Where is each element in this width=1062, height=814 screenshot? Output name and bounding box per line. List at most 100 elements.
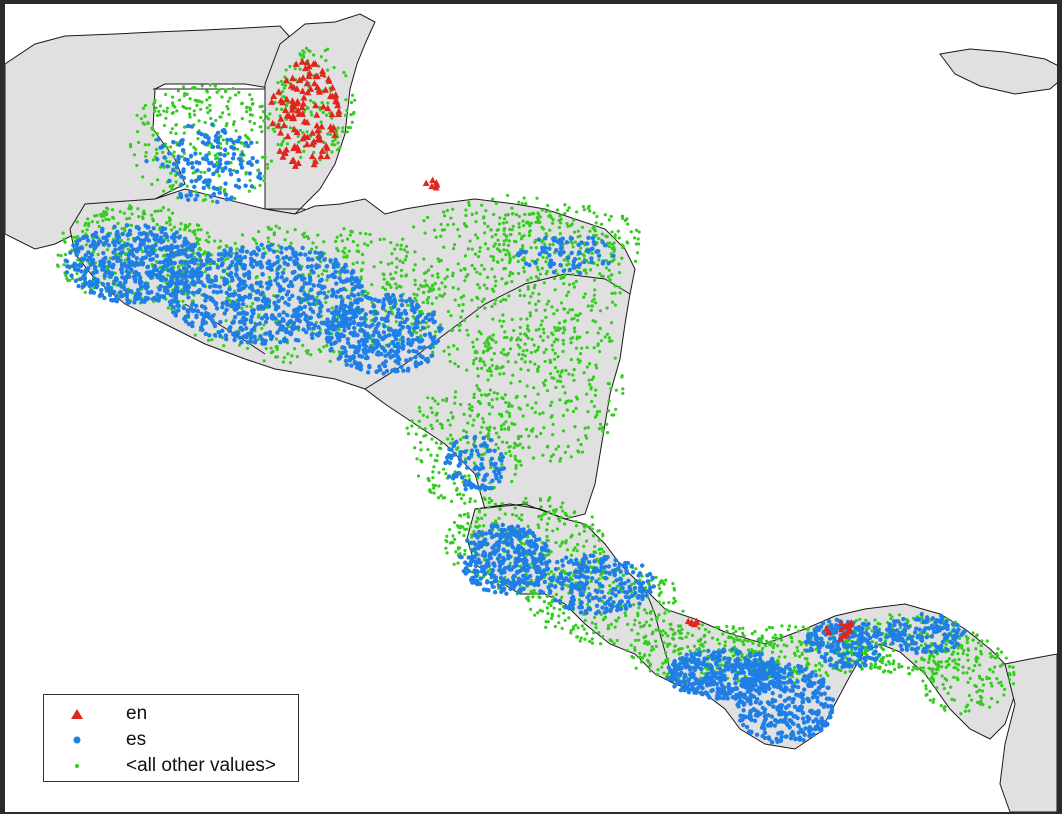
point-es [196,251,201,256]
point-other [977,688,982,692]
point-other [196,237,200,241]
point-other [483,221,487,225]
point-es [302,276,307,281]
point-other [475,337,479,341]
point-es [313,250,318,255]
point-other [260,326,264,331]
point-other [386,262,391,266]
point-other [507,261,512,265]
point-other [440,294,445,298]
point-es [242,254,248,260]
point-other [545,389,550,393]
point-other [914,660,918,664]
point-es [73,278,79,284]
point-other [501,348,506,352]
point-other [562,282,566,286]
point-other [505,335,509,340]
point-other [633,618,637,622]
point-es [240,302,246,307]
point-es [89,258,95,263]
point-other [532,343,536,347]
point-other [576,542,580,547]
point-other [921,666,925,670]
point-other [797,639,802,644]
point-other [578,335,582,339]
point-other [316,233,320,237]
point-other [536,611,540,615]
point-es [316,314,322,319]
point-other [217,246,221,250]
point-es [290,270,295,275]
point-other [667,600,671,605]
point-es [218,333,223,339]
point-es [92,233,97,238]
point-other [636,611,640,615]
point-other [581,204,586,209]
point-other [757,643,761,648]
point-es [163,277,169,282]
point-other [486,434,491,438]
point-es [286,283,292,289]
point-es [169,269,174,274]
point-other [971,631,975,635]
point-other [398,259,402,263]
point-other [149,213,154,217]
point-other [381,285,385,290]
point-other [731,626,735,630]
point-other [562,611,566,615]
point-es [174,250,179,256]
point-other [338,272,343,276]
point-other [625,649,629,653]
point-other [560,541,564,545]
point-other [604,259,608,263]
point-other [641,624,645,629]
point-other [624,613,628,618]
point-other [232,120,236,124]
map-frame: en es <all other values> [5,4,1057,812]
point-es [178,248,184,254]
point-other [636,632,640,636]
point-other [188,106,192,111]
point-other [510,404,514,408]
point-other [192,85,196,90]
point-other [576,318,580,322]
point-other [558,214,562,218]
point-other [463,501,467,505]
point-es [181,265,187,271]
point-es [139,299,145,304]
point-es [136,271,141,277]
point-other [500,414,504,418]
point-es [185,308,190,313]
point-other [207,151,211,155]
point-other [657,593,661,597]
point-other [544,625,548,630]
point-other [482,297,486,301]
point-other [538,220,542,224]
point-es [249,328,255,333]
point-other [64,274,68,278]
point-other [521,349,525,353]
point-other [492,212,496,217]
point-other [311,241,315,245]
point-other [453,298,457,302]
point-es [265,265,271,271]
point-other [102,211,106,216]
point-other [556,272,560,276]
point-other [592,293,596,297]
point-other [319,120,323,124]
point-other [613,356,617,360]
point-other [244,170,248,175]
point-other [990,654,994,659]
point-other [499,424,503,428]
point-other [604,266,609,270]
point-other [493,284,497,288]
point-es [203,298,208,303]
point-other [567,262,571,266]
point-other [940,674,944,678]
point-es [278,339,283,345]
point-other [123,226,127,231]
point-other [360,293,364,297]
point-other [546,203,550,208]
point-other [869,666,873,670]
point-other [451,207,455,211]
